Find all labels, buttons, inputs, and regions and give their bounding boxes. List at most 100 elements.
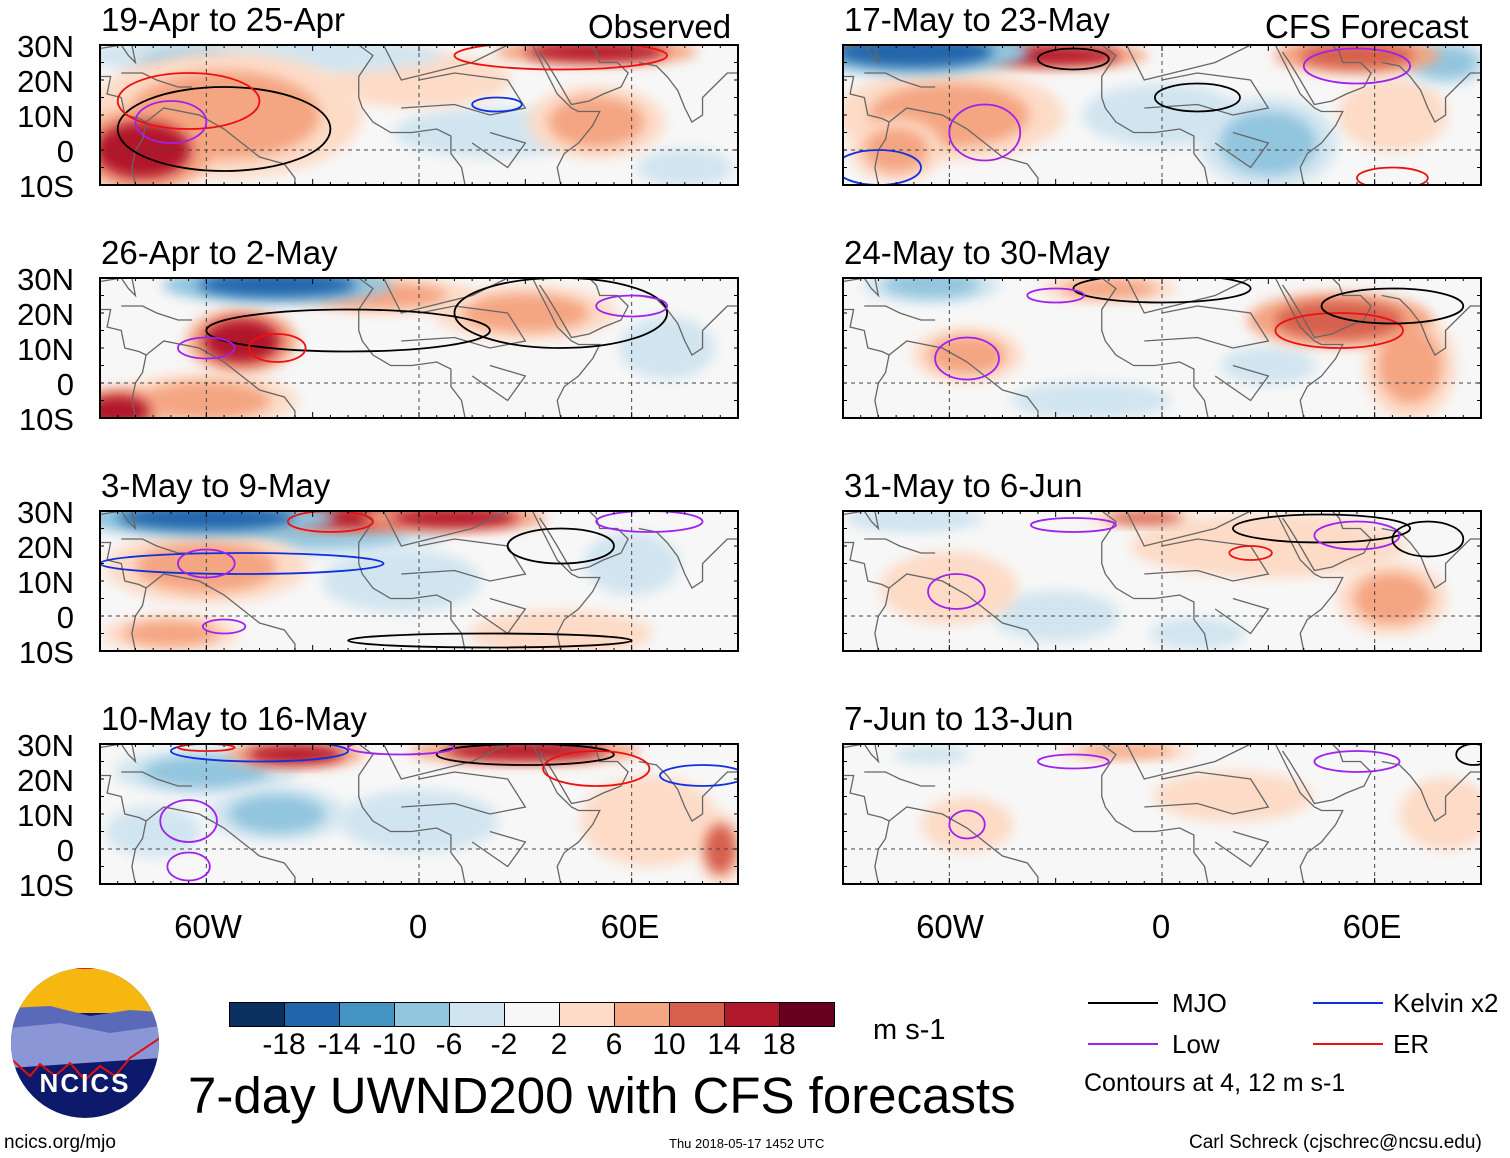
anomaly-core — [704, 823, 737, 875]
coastline — [1214, 830, 1270, 868]
coastline — [843, 278, 880, 298]
colorbar-tick-label: -6 — [435, 1028, 463, 1061]
ncics-logo: NCICS — [11, 968, 159, 1118]
map-panel-1 — [99, 44, 739, 186]
anomaly-core — [445, 744, 606, 761]
colorbar-swatch — [670, 1003, 725, 1026]
legend-mjo: MJO — [1172, 988, 1227, 1018]
anomaly-core — [1275, 301, 1404, 339]
anomaly-core — [1220, 346, 1317, 385]
coastline — [538, 278, 629, 339]
coastline — [358, 511, 466, 651]
coastline — [100, 45, 137, 65]
colorbar — [229, 1002, 835, 1027]
lat-label: 10N — [17, 332, 74, 367]
coastline — [121, 305, 193, 321]
coastline — [100, 308, 296, 418]
contour-low — [177, 548, 236, 579]
coastline — [1125, 45, 1251, 81]
contour-mjo — [453, 278, 668, 349]
coastline — [1144, 305, 1270, 349]
anomaly-core — [117, 511, 296, 531]
contour-kelvin — [100, 552, 385, 575]
contour-er — [286, 511, 374, 533]
anomaly-core — [583, 532, 680, 595]
colorbar-tick-label: 18 — [762, 1028, 796, 1061]
coastline — [1274, 511, 1344, 651]
lon-label: 60E — [600, 908, 660, 945]
map-panel-5 — [99, 510, 739, 652]
footer-url[interactable]: ncics.org/mjo — [4, 1132, 116, 1153]
coastline — [538, 45, 629, 106]
contour-mjo — [205, 308, 491, 353]
coastline — [401, 305, 527, 349]
colorbar-swatch — [395, 1003, 450, 1026]
contour-mjo — [1072, 278, 1252, 304]
anomaly-core — [496, 617, 625, 650]
contour-er — [542, 750, 651, 787]
coastline — [1101, 278, 1209, 418]
contour-mjo — [1391, 520, 1465, 558]
anomaly-core — [1011, 381, 1171, 418]
contour-low — [948, 809, 986, 840]
colorbar-swatch — [780, 1003, 834, 1026]
contour-kelvin — [659, 764, 738, 787]
coastline — [1381, 527, 1481, 589]
contour-kelvin — [843, 149, 922, 185]
coastline — [843, 45, 880, 65]
footer-timestamp: Thu 2018-05-17 1452 UTC — [669, 1136, 825, 1151]
coastline — [471, 364, 527, 402]
contour-mjo — [1455, 744, 1481, 766]
anomaly-core — [321, 549, 482, 613]
anomaly-core — [100, 395, 150, 418]
colorbar-swatch — [285, 1003, 340, 1026]
coastline — [1101, 45, 1209, 185]
panel-title: 26-Apr to 2-May — [101, 234, 338, 271]
colorbar-swatch — [450, 1003, 505, 1026]
contour-er — [247, 333, 307, 363]
footer-author: Carl Schreck (cjschrec@ncsu.edu) — [1189, 1132, 1482, 1153]
anomaly-core — [390, 511, 519, 528]
coastline — [1125, 744, 1251, 780]
coastline — [864, 305, 936, 321]
panel-title: 7-Jun to 13-Jun — [844, 700, 1074, 737]
colorbar-tick-label: 14 — [707, 1028, 741, 1061]
contour-low — [166, 851, 211, 882]
coastline — [843, 511, 880, 531]
lat-label: 10S — [18, 635, 74, 670]
coastline — [843, 744, 880, 764]
anomaly-core — [197, 278, 357, 298]
anomaly-core — [928, 336, 1006, 374]
anomaly-core — [548, 96, 645, 148]
lat-label: 10S — [18, 868, 74, 903]
contour-mjo — [506, 527, 615, 565]
lon-label: 0 — [1151, 908, 1171, 945]
legend-low: Low — [1172, 1029, 1220, 1059]
anomaly-core — [619, 316, 715, 380]
coastline — [843, 774, 1039, 884]
coastline — [538, 511, 629, 572]
anomaly-core — [123, 620, 219, 647]
anomaly-core — [601, 789, 698, 853]
legend-low-line — [1088, 1043, 1158, 1045]
lat-label: 10S — [18, 169, 74, 204]
colorbar-tick-label: -2 — [490, 1028, 518, 1061]
map-panel-7 — [99, 743, 739, 885]
lat-label: 0 — [56, 833, 74, 868]
anomaly-core — [105, 806, 202, 857]
lat-label: 20N — [17, 64, 74, 99]
contour-low — [1029, 517, 1117, 533]
coastline — [843, 75, 1039, 185]
lat-label: 30N — [17, 262, 74, 297]
contour-low — [1037, 753, 1110, 770]
svg-text:NCICS: NCICS — [40, 1068, 131, 1098]
coastline — [1281, 511, 1372, 572]
coastline — [471, 131, 527, 169]
contour-mjo — [116, 86, 332, 172]
map-panel-6 — [842, 510, 1482, 652]
lon-label: 60E — [1342, 908, 1402, 945]
panel-title: 3-May to 9-May — [101, 467, 331, 504]
anomaly-core — [1354, 573, 1431, 624]
coastline — [100, 75, 296, 185]
colorbar-swatch — [340, 1003, 395, 1026]
